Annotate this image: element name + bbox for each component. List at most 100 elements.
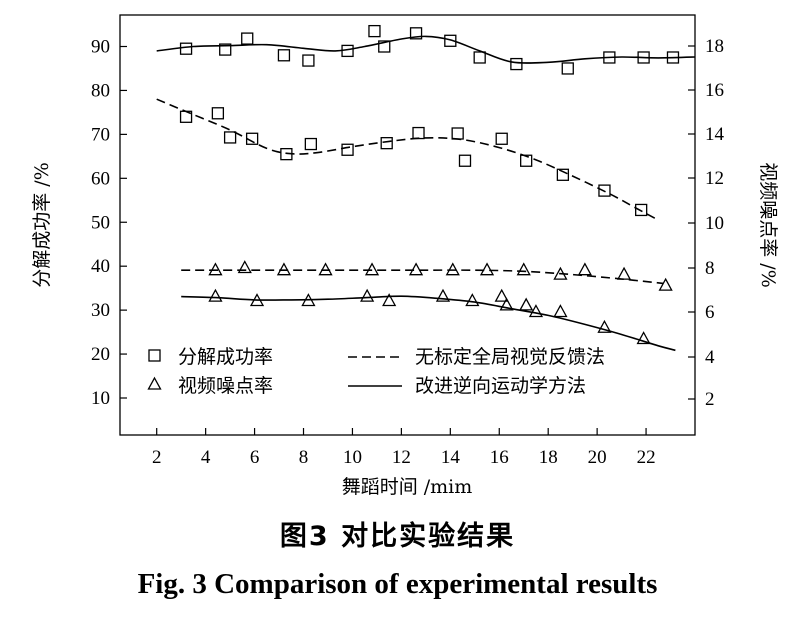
curves-layer bbox=[156, 35, 696, 352]
y-right-tick-label: 8 bbox=[705, 258, 715, 279]
series-2-point bbox=[276, 262, 292, 276]
x-tick-label: 22 bbox=[637, 447, 656, 468]
legend-label-improved-ik: 改进逆向运动学方法 bbox=[415, 375, 586, 397]
series-0-point bbox=[510, 57, 523, 71]
x-tick-label: 8 bbox=[299, 447, 309, 468]
series-0-point bbox=[603, 51, 616, 64]
series-1-point bbox=[280, 147, 293, 161]
legend-label-noise-rate: 视频噪点率 bbox=[178, 375, 273, 397]
series-0-point bbox=[241, 32, 254, 45]
y-left-tick-label: 90 bbox=[91, 37, 110, 58]
series-1-point bbox=[245, 132, 259, 145]
legend-label-success-rate: 分解成功率 bbox=[178, 346, 273, 368]
series-2-point bbox=[516, 262, 531, 276]
y-left-tick-label: 30 bbox=[91, 300, 110, 321]
y-left-tick-label: 10 bbox=[91, 388, 110, 409]
series-0-point bbox=[473, 51, 486, 64]
y-right-tick-label: 4 bbox=[705, 347, 715, 368]
chart-svg: 2 4 6 8 10 12 14 16 18 20 22 10 20 30 40 50 60 70 80 90 2 4 6 8… bbox=[31, 14, 779, 498]
legend: 分解成功率 视频噪点率 无标定全局视觉反馈法 改进逆向运动学方法 bbox=[147, 346, 605, 397]
series-3-point bbox=[519, 297, 534, 311]
series-0-point bbox=[219, 43, 232, 56]
series-3-point bbox=[435, 288, 451, 302]
y-right-tick-label: 14 bbox=[705, 124, 725, 145]
series-2-point bbox=[445, 262, 460, 276]
series-0-point bbox=[302, 54, 315, 67]
x-axis-title: 舞蹈时间 /mim bbox=[342, 476, 473, 498]
x-tick-label: 10 bbox=[343, 447, 362, 468]
series-1-point bbox=[598, 184, 611, 197]
y-right-tick-label: 18 bbox=[705, 36, 724, 57]
x-tick-label: 20 bbox=[588, 447, 607, 468]
series-2-point bbox=[616, 266, 632, 280]
series-1-point bbox=[556, 168, 570, 181]
series-1-point bbox=[451, 127, 464, 140]
y-left-tick-label: 60 bbox=[91, 168, 110, 189]
series-0-point bbox=[179, 42, 193, 55]
series-3-point bbox=[636, 331, 651, 345]
y-left-tick-label: 80 bbox=[91, 80, 110, 101]
series-2-point bbox=[237, 260, 252, 274]
series-1-point bbox=[495, 132, 508, 145]
series-1-point bbox=[179, 110, 193, 123]
legend-square-marker bbox=[148, 349, 161, 362]
series-2-point bbox=[318, 262, 333, 276]
series-3-point bbox=[465, 293, 480, 307]
series-0-point bbox=[378, 40, 391, 53]
series-0-point bbox=[637, 51, 650, 64]
series-3-point bbox=[499, 297, 514, 311]
series-1-point bbox=[635, 203, 648, 217]
x-tick-label: 4 bbox=[201, 447, 211, 468]
y-left-tick-label: 20 bbox=[91, 344, 110, 365]
series-0-point bbox=[368, 24, 381, 38]
y-left-axis-title: 分解成功率 /% bbox=[31, 162, 53, 288]
series-1-point bbox=[304, 137, 318, 151]
series-2-point bbox=[208, 262, 223, 276]
series-2-point bbox=[553, 266, 568, 280]
series-1-point bbox=[412, 126, 425, 140]
figure-caption-cn: 图3 对比实验结果 bbox=[279, 521, 516, 552]
series-1-point bbox=[211, 107, 225, 120]
y-right-tick-label: 2 bbox=[705, 389, 715, 410]
series-3-point bbox=[208, 288, 223, 302]
series-2-point bbox=[408, 262, 424, 276]
x-tick-label: 6 bbox=[250, 447, 260, 468]
series-2-point bbox=[577, 262, 592, 276]
series-0-point bbox=[444, 34, 457, 47]
series-0-point bbox=[666, 51, 680, 64]
series-3-point bbox=[360, 288, 375, 302]
series-3-point bbox=[382, 293, 397, 307]
series-0-point bbox=[409, 27, 423, 40]
series-1-point bbox=[223, 131, 237, 144]
y-left-tick-label: 40 bbox=[91, 256, 110, 277]
series-1-point bbox=[520, 154, 533, 167]
x-tick-label: 2 bbox=[152, 447, 162, 468]
ticks-layer: 2 4 6 8 10 12 14 16 18 20 22 10 20 30 40 50 60 70 80 90 2 4 6 8… bbox=[91, 36, 725, 468]
x-tick-label: 14 bbox=[441, 447, 461, 468]
figure-caption-en: Fig. 3 Comparison of experimental result… bbox=[137, 568, 658, 600]
series-3-point bbox=[494, 288, 509, 302]
y-right-tick-label: 10 bbox=[705, 213, 724, 234]
x-tick-label: 12 bbox=[392, 447, 411, 468]
series-2-point bbox=[364, 262, 380, 276]
series-1-point bbox=[458, 154, 472, 167]
series-1-point bbox=[341, 143, 354, 156]
y-right-axis-title: 视频噪点率 /% bbox=[757, 162, 779, 288]
legend-label-global-visual-feedback: 无标定全局视觉反馈法 bbox=[415, 346, 605, 368]
series-3-point bbox=[528, 304, 544, 318]
series-3-point bbox=[249, 293, 265, 307]
series-3-curve bbox=[181, 295, 676, 352]
series-0-curve bbox=[156, 35, 696, 64]
markers-layer bbox=[179, 24, 680, 345]
series-0-point bbox=[561, 62, 574, 75]
series-1-curve bbox=[156, 98, 659, 221]
x-tick-label: 16 bbox=[490, 447, 509, 468]
series-3-point bbox=[597, 319, 612, 333]
series-2-point bbox=[479, 262, 495, 276]
x-tick-label: 18 bbox=[539, 447, 558, 468]
series-2-curve bbox=[181, 269, 664, 285]
y-left-tick-label: 70 bbox=[91, 124, 110, 145]
plot-frame bbox=[119, 14, 696, 436]
series-3-point bbox=[301, 293, 316, 307]
series-1-point bbox=[380, 137, 393, 150]
